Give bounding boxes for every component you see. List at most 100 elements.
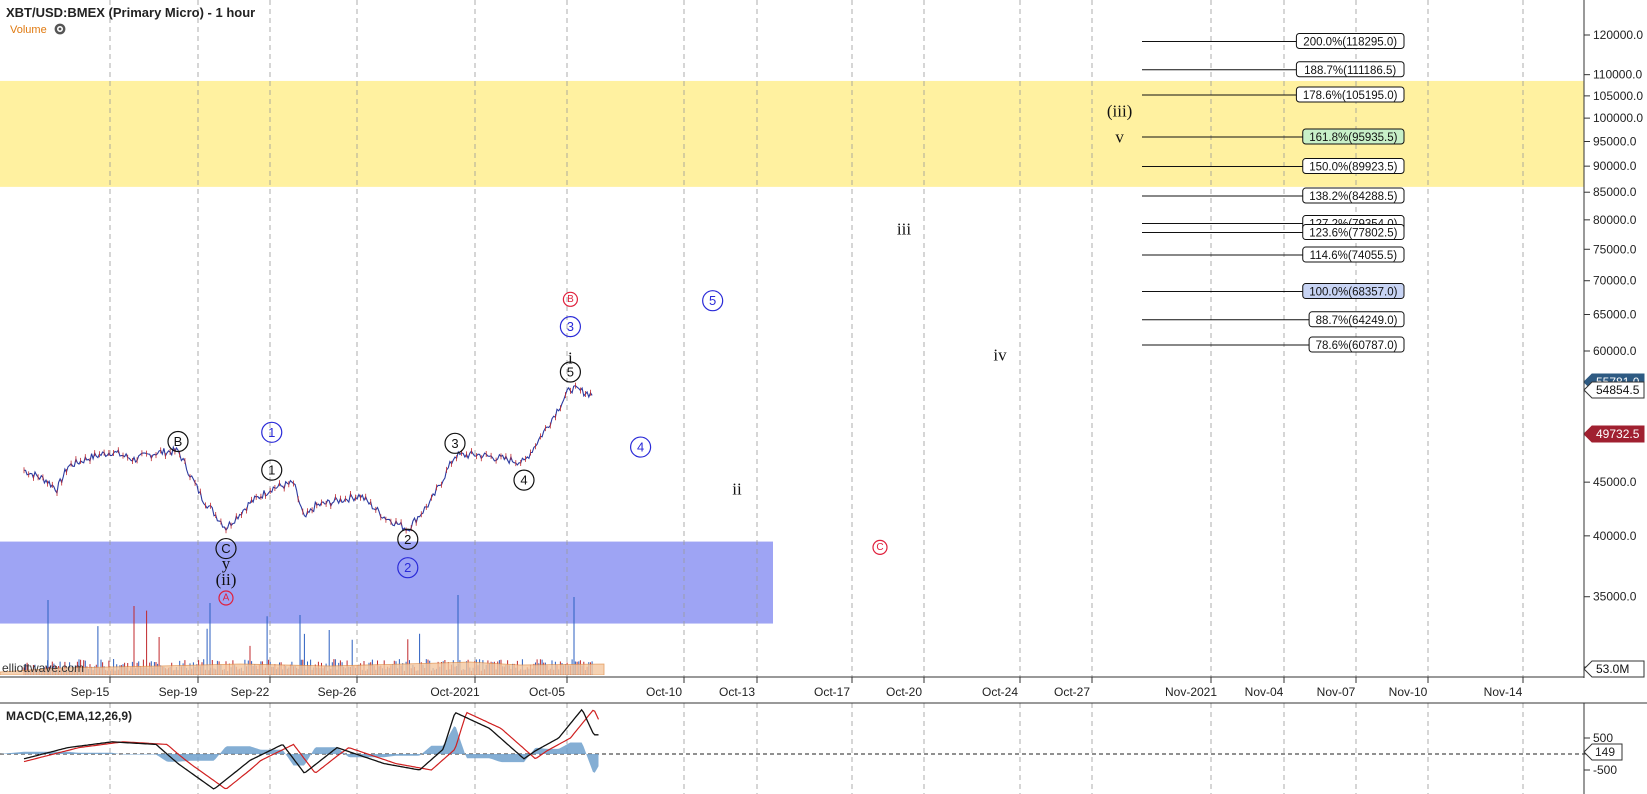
fib-level-box bbox=[1302, 246, 1405, 263]
wave-circle bbox=[218, 590, 234, 606]
wave-label: C bbox=[876, 542, 883, 553]
fib-level-label: 78.6%(60787.0) bbox=[1316, 340, 1398, 352]
x-tick-label: Oct-20 bbox=[886, 685, 922, 699]
y-tick-label: 45000.0 bbox=[1593, 475, 1637, 489]
wave-label: A bbox=[223, 593, 230, 604]
x-tick-label: Sep-19 bbox=[159, 685, 198, 699]
wave-label: 4 bbox=[637, 440, 644, 455]
fib-level-box bbox=[1302, 128, 1405, 145]
x-tick-label: Oct-05 bbox=[529, 685, 565, 699]
fib-level-box bbox=[1308, 336, 1405, 353]
macd-current-box bbox=[1583, 743, 1623, 761]
wave-label: ii bbox=[732, 479, 742, 498]
wave-label: 1 bbox=[268, 463, 275, 478]
wave-label: y bbox=[222, 554, 231, 573]
wave-label: B bbox=[174, 434, 183, 449]
macd-label: MACD(C,EMA,12,26,9) bbox=[6, 709, 132, 723]
fib-level-box bbox=[1302, 187, 1405, 204]
wave-circle bbox=[702, 290, 724, 312]
price-candle-wicks bbox=[23, 382, 591, 534]
y-tick-label: 70000.0 bbox=[1593, 274, 1637, 288]
y-tick-label: 85000.0 bbox=[1593, 185, 1637, 199]
volume-value-marker-box bbox=[1583, 660, 1645, 678]
wave-label: 1 bbox=[268, 425, 275, 440]
volume-label[interactable]: Volume bbox=[10, 24, 47, 36]
y-tick-label: 80000.0 bbox=[1593, 213, 1637, 227]
fib-level-label: 114.6%(74055.5) bbox=[1310, 250, 1398, 262]
lower-price-marker-box bbox=[1583, 425, 1645, 443]
y-tick-label: 90000.0 bbox=[1593, 159, 1637, 173]
wave-label: 5 bbox=[567, 364, 574, 379]
y-tick-label: 95000.0 bbox=[1593, 135, 1637, 149]
x-tick-label: Sep-15 bbox=[71, 685, 110, 699]
y-tick-label: 120000.0 bbox=[1593, 28, 1643, 42]
wave-circle bbox=[444, 432, 466, 454]
wave-circle bbox=[261, 459, 283, 481]
wave-label: C bbox=[221, 541, 230, 556]
chart-title: XBT/USD:BMEX (Primary Micro) - 1 hour bbox=[6, 5, 255, 20]
upper-price-marker: 54854.5 bbox=[1596, 383, 1640, 397]
fib-level-box bbox=[1308, 311, 1405, 328]
fib-level-box bbox=[1295, 61, 1405, 78]
wave-label: B bbox=[567, 294, 574, 305]
x-tick-label: Oct-27 bbox=[1054, 685, 1090, 699]
macd-y-tick-label: -500 bbox=[1593, 763, 1617, 777]
y-tick-label: 60000.0 bbox=[1593, 344, 1637, 358]
x-tick-label: Nov-2021 bbox=[1165, 685, 1217, 699]
y-tick-label: 105000.0 bbox=[1593, 89, 1643, 103]
fib-level-box bbox=[1302, 283, 1405, 300]
x-tick-label: Sep-22 bbox=[231, 685, 270, 699]
y-tick-label: 65000.0 bbox=[1593, 308, 1637, 322]
wave-label: 2 bbox=[404, 532, 411, 547]
fib-level-box bbox=[1295, 33, 1405, 50]
fib-level-label: 188.7%(111186.5) bbox=[1304, 65, 1396, 77]
fib-level-label: 123.6%(77802.5) bbox=[1309, 228, 1397, 240]
fib-level-label: 200.0%(118295.0) bbox=[1303, 37, 1397, 49]
x-tick-label: Sep-26 bbox=[318, 685, 357, 699]
macd-histogram bbox=[0, 726, 599, 773]
wave-circle bbox=[167, 430, 189, 453]
gear-icon[interactable] bbox=[54, 23, 66, 35]
fib-level-label: 100.0%(68357.0) bbox=[1309, 287, 1397, 299]
wave-label: 4 bbox=[520, 473, 527, 488]
wave-label: v bbox=[1115, 128, 1124, 147]
fib-level-label: 161.8%(95935.5) bbox=[1309, 132, 1397, 144]
volume-value-marker: 53.0M bbox=[1596, 662, 1629, 676]
y-tick-label: 40000.0 bbox=[1593, 529, 1637, 543]
wave-label: i bbox=[568, 349, 573, 368]
wave-label: 3 bbox=[451, 436, 458, 451]
x-tick-label: Nov-14 bbox=[1484, 685, 1523, 699]
fib-level-label: 178.6%(105195.0) bbox=[1303, 90, 1398, 102]
lower-price-marker: 49732.5 bbox=[1596, 427, 1640, 441]
wave-circle bbox=[215, 537, 237, 560]
x-tick-label: Nov-04 bbox=[1245, 685, 1284, 699]
fib-level-box bbox=[1295, 86, 1405, 103]
x-tick-label: Oct-10 bbox=[646, 685, 682, 699]
wave-label: 3 bbox=[567, 319, 574, 334]
fib-level-box bbox=[1302, 224, 1405, 241]
macd-current-value: 149 bbox=[1595, 745, 1615, 759]
wave-circle bbox=[559, 315, 582, 338]
wave-label: 2 bbox=[404, 560, 411, 575]
wave-circle bbox=[872, 539, 888, 555]
fib-level-label: 150.0%(89923.5) bbox=[1309, 162, 1397, 174]
x-tick-label: Oct-24 bbox=[982, 685, 1018, 699]
wave-circle bbox=[559, 361, 582, 383]
wave-label: iii bbox=[897, 220, 911, 239]
x-tick-label: Oct-17 bbox=[814, 685, 850, 699]
y-tick-label: 35000.0 bbox=[1593, 590, 1637, 604]
y-tick-label: 110000.0 bbox=[1593, 68, 1642, 82]
macd-line bbox=[23, 708, 599, 790]
fib-level-box bbox=[1302, 158, 1405, 175]
fib-level-label: 88.7%(64249.0) bbox=[1316, 315, 1398, 327]
wave-circle bbox=[513, 469, 535, 491]
wave-label: (iii) bbox=[1107, 101, 1133, 120]
wave-circle bbox=[261, 421, 283, 443]
wave-label: iv bbox=[993, 346, 1007, 365]
x-tick-label: Oct-2021 bbox=[430, 685, 480, 699]
y-tick-label: 100000.0 bbox=[1593, 111, 1643, 125]
x-tick-label: Nov-10 bbox=[1389, 685, 1428, 699]
wave-label: (ii) bbox=[216, 570, 237, 589]
macd-y-tick-label: 500 bbox=[1593, 731, 1613, 745]
